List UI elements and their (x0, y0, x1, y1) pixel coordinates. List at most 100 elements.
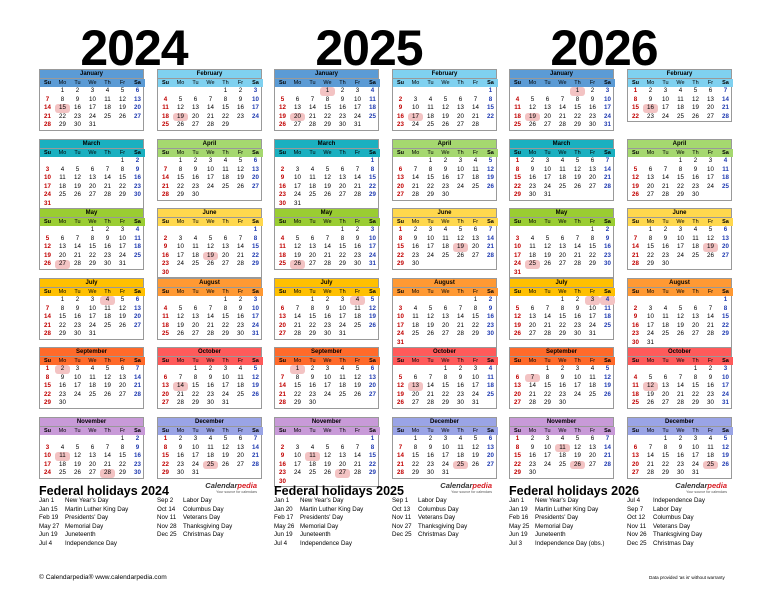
day-cell: 14 (722, 95, 729, 103)
day-cell: 30 (279, 199, 286, 207)
day-cell: 23 (339, 112, 346, 120)
weekday-label: Th (570, 427, 585, 435)
holidays-title-2024: Federal holidays 2024 (39, 484, 169, 498)
day-cell: 3 (223, 365, 228, 372)
day-cell: 20 (119, 382, 126, 389)
day-cell: 11 (529, 243, 536, 250)
day-cell: 5 (575, 435, 580, 442)
day-cell: 5 (575, 157, 580, 164)
day-cell: 27 (89, 191, 96, 198)
weekday-label: Su (510, 218, 525, 226)
day-cell: 11 (104, 95, 111, 103)
day-cell: 13 (192, 104, 199, 111)
day-cell: 29 (309, 330, 316, 337)
weekday-label: Su (275, 149, 290, 157)
month-calendar-2026-10: October Su Mo Tu We Th Fr Sa 1 2 3 4 5 6 7 8 9 10 11 12 13 14… (627, 347, 733, 409)
day-cell: 13 (192, 313, 199, 320)
day-cell: 10 (222, 373, 229, 381)
month-calendar-2026-6: June Su Mo Tu We Th Fr Sa 1 2 3 4 5 6 7 8 9 10 11 12 13 14 15 1… (627, 208, 733, 270)
day-cell: 24 (457, 182, 464, 190)
empty-cell (393, 157, 408, 166)
empty-cell (55, 157, 70, 166)
day-cell: 24 (207, 182, 214, 190)
day-cell: 29 (44, 399, 51, 406)
holiday-name: Columbus Day (653, 514, 694, 522)
day-cell: 2 (135, 157, 140, 164)
day-cell: 15 (662, 452, 669, 459)
day-cell: 17 (514, 251, 521, 259)
day-cell: 2 (238, 87, 243, 94)
day-cell: 15 (369, 174, 376, 181)
holiday-row: Sep 2 Labor Day (157, 497, 232, 506)
empty-cell (570, 226, 585, 235)
holiday-day-cell: 16 (643, 104, 658, 113)
holiday-day-cell: 1 (290, 365, 305, 374)
day-cell: 18 (514, 112, 521, 120)
copyright-footer: © Calendarpedia® www.calendarpedia.com (39, 574, 167, 581)
holiday-day-cell: 4 (350, 296, 365, 305)
day-cell: 17 (294, 460, 301, 468)
day-cell: 24 (252, 112, 259, 120)
empty-cell (703, 296, 718, 305)
day-cell: 18 (134, 243, 141, 250)
day-cell: 13 (237, 443, 244, 451)
day-cell: 7 (355, 165, 360, 173)
day-cell: 20 (309, 251, 316, 259)
day-cell: 2 (590, 87, 595, 94)
holiday-name: Memorial Day (535, 522, 574, 530)
month-name: December (157, 417, 262, 426)
day-cell: 12 (472, 443, 479, 451)
month-calendar-2026-1: January Su Mo Tu We Th Fr Sa 1 2 3 4 5 6 7 8 9 10 11 12 13 14… (509, 69, 615, 131)
day-cell: 27 (134, 112, 141, 120)
day-cell: 23 (589, 112, 596, 120)
day-cell: 10 (442, 443, 449, 451)
day-cell: 10 (294, 452, 301, 459)
day-cell: 8 (678, 165, 683, 173)
day-cell: 9 (75, 304, 80, 312)
day-cell: 4 (280, 234, 285, 242)
day-cell: 10 (252, 304, 259, 312)
month-grid: Su Mo Tu We Th Fr Sa 1 2 3 4 5 6 7 8 9 10 11 12 13 14 15 16 17 1… (39, 287, 145, 340)
month-calendar-2026-9: September Su Mo Tu We Th Fr Sa 1 2 3 4 5 6 7 8 9 10 11 12 13… (509, 347, 615, 409)
weekday-label: Th (688, 149, 703, 157)
holiday-row: Nov 28 Thanksgiving Day (157, 523, 232, 532)
holiday-day-cell: 15 (55, 104, 70, 113)
day-cell: 30 (427, 469, 434, 476)
day-cell: 12 (514, 313, 521, 320)
month-calendar-2026-7: July Su Mo Tu We Th Fr Sa 1 2 3 4 5 6 7 8 9 10 11 12 13 14 15 1… (509, 278, 615, 340)
day-cell: 1 (723, 296, 728, 303)
weekday-label: We (673, 218, 688, 226)
weekday-label: Su (40, 427, 55, 435)
empty-cell (55, 435, 70, 444)
holiday-name: Christmas Day (183, 531, 224, 539)
month-grid: Su Mo Tu We Th Fr Sa 1 2 3 4 5 6 7 8 9 10 11 12 13 14 15 16 17 1… (392, 356, 498, 409)
weekday-label: Tu (188, 149, 203, 157)
weekday-label: Su (40, 218, 55, 226)
weekday-label: Mo (173, 79, 188, 87)
holiday-day-cell: 25 (703, 460, 718, 469)
empty-cell (658, 365, 673, 374)
weekday-label: Mo (173, 427, 188, 435)
day-cell: 16 (442, 174, 449, 181)
day-cell: 20 (237, 452, 244, 459)
weekday-label: Mo (408, 357, 423, 365)
day-cell: 23 (134, 460, 141, 468)
weekday-label: Sa (365, 218, 380, 226)
day-cell: 8 (560, 304, 565, 312)
day-cell: 8 (340, 234, 345, 242)
day-cell: 13 (134, 304, 141, 312)
day-cell: 23 (279, 469, 286, 476)
day-cell: 23 (647, 112, 654, 120)
day-cell: 28 (177, 399, 184, 406)
empty-cell (173, 226, 188, 235)
empty-cell (100, 435, 115, 444)
day-cell: 8 (370, 165, 375, 173)
day-cell: 6 (473, 226, 478, 233)
weekday-label: Fr (585, 218, 600, 226)
empty-cell (540, 296, 555, 305)
holiday-name: Martin Luther King Day (300, 505, 364, 513)
day-cell: 23 (559, 390, 566, 398)
day-cell: 18 (369, 104, 376, 111)
empty-cell (275, 296, 290, 305)
day-cell: 10 (662, 95, 669, 103)
